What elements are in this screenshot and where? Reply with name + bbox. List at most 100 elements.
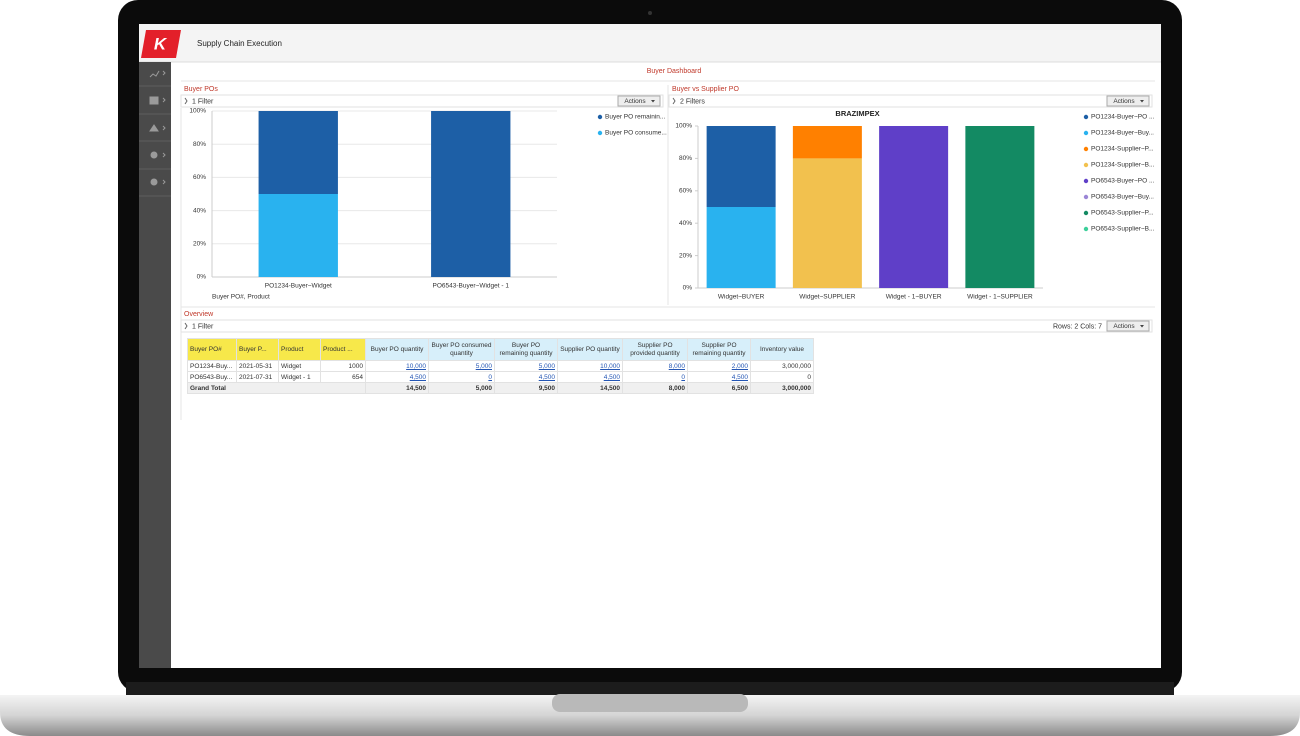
bar-segment[interactable] xyxy=(258,111,338,194)
legend-marker xyxy=(1083,210,1089,216)
cell: 654 xyxy=(320,371,366,383)
bar-segment[interactable] xyxy=(431,111,511,277)
cell: 0 xyxy=(428,371,495,383)
x-tick-label: Widget - 1~SUPPLIER xyxy=(967,294,1033,301)
filter-label[interactable]: 1 Filter xyxy=(192,323,214,330)
legend-label[interactable]: PO1234-Buyer~PO ... xyxy=(1091,114,1155,121)
legend-label[interactable]: PO1234-Supplier~P... xyxy=(1091,146,1154,153)
y-tick-label: 40% xyxy=(679,220,692,227)
notch xyxy=(552,694,748,712)
legend-label[interactable]: PO6543-Supplier~P... xyxy=(1091,210,1154,217)
data-row: PO1234-Buy... 2021-05-31 Widget 1000 10,000 5… xyxy=(187,360,814,372)
column-header: Buyer PO# xyxy=(187,338,237,361)
y-tick-label: 20% xyxy=(679,252,692,259)
cell: 0 xyxy=(750,371,814,383)
legend-marker xyxy=(1083,194,1089,200)
y-tick-label: 0% xyxy=(683,285,693,292)
actions-button[interactable] xyxy=(1106,95,1150,107)
expand-icon[interactable] xyxy=(672,97,676,105)
cell: 5,000 xyxy=(428,360,495,372)
sidebar-icons[interactable] xyxy=(149,70,166,186)
legend-label[interactable]: PO1234-Supplier~B... xyxy=(1091,162,1155,169)
column-header: Product xyxy=(278,338,321,361)
y-tick-label: 100% xyxy=(675,123,692,130)
bar-segment[interactable] xyxy=(792,158,862,288)
cell: Widget - 1 xyxy=(278,371,321,383)
bar-segment[interactable] xyxy=(706,126,776,207)
legend-label[interactable]: PO6543-Supplier~B... xyxy=(1091,226,1155,233)
x-tick-label: PO1234-Buyer~Widget xyxy=(265,283,332,290)
filter-label[interactable]: 2 Filters xyxy=(680,98,705,105)
dropdown-icon xyxy=(1140,100,1144,103)
actions-button[interactable] xyxy=(617,95,661,107)
cell: 2021-07-31 xyxy=(236,371,279,383)
column-header: Buyer PO quantity xyxy=(365,338,429,361)
legend-label[interactable]: PO6543-Buyer~Buy... xyxy=(1091,194,1154,201)
total-cell: 3,000,000 xyxy=(750,382,814,394)
cell: 2021-05-31 xyxy=(236,360,279,372)
total-label: Grand Total xyxy=(187,382,366,394)
panel-title: Buyer POs xyxy=(184,86,218,93)
cell: 4,500 xyxy=(557,371,623,383)
cell: 10,000 xyxy=(557,360,623,372)
sidebar xyxy=(139,62,171,668)
column-header: Buyer P... xyxy=(236,338,279,361)
y-tick-label: 60% xyxy=(193,174,206,181)
bar-segment[interactable] xyxy=(965,126,1035,288)
actions-label[interactable]: Actions xyxy=(1113,98,1135,105)
expand-icon[interactable] xyxy=(184,97,188,105)
filter-label[interactable]: 1 Filter xyxy=(192,98,214,105)
bar-segment[interactable] xyxy=(792,126,862,159)
y-tick-label: 60% xyxy=(679,188,692,195)
x-tick-label: Widget~BUYER xyxy=(718,294,765,301)
legend-marker xyxy=(1083,226,1089,232)
total-cell: 14,500 xyxy=(365,382,429,394)
section-title: Overview xyxy=(184,311,214,318)
base xyxy=(0,695,1300,736)
bar-segment[interactable] xyxy=(258,194,338,277)
panel-title: Buyer vs Supplier PO xyxy=(672,86,739,93)
filter-bar xyxy=(180,94,664,108)
y-tick-label: 80% xyxy=(193,141,206,148)
legend-label[interactable]: PO1234-Buyer~Buy... xyxy=(1091,130,1154,137)
dropdown-icon xyxy=(1140,325,1144,328)
legend-marker xyxy=(1083,114,1089,120)
expand-icon[interactable] xyxy=(184,322,188,330)
cell: 3,000,000 xyxy=(750,360,814,372)
bar-segment[interactable] xyxy=(879,126,949,288)
x-tick-label: Widget~SUPPLIER xyxy=(799,294,855,301)
header-row: Buyer PO# Buyer P... Product Product ... Buy… xyxy=(187,338,814,361)
bar-segment[interactable] xyxy=(706,207,776,288)
cell: 10,000 xyxy=(365,360,429,372)
camera xyxy=(648,11,652,15)
column-header: Buyer PO remaining quantity xyxy=(494,338,558,361)
legend-marker xyxy=(1083,162,1089,168)
total-cell: 6,500 xyxy=(687,382,751,394)
x-tick-label: Widget - 1~BUYER xyxy=(886,294,942,301)
legend-marker xyxy=(597,114,603,120)
y-tick-label: 20% xyxy=(193,241,206,248)
app-title: Supply Chain Execution xyxy=(197,39,282,48)
hinge xyxy=(126,682,1174,696)
filter-bar xyxy=(668,94,1153,108)
legend-label[interactable]: Buyer PO consume... xyxy=(605,130,667,137)
logo: K xyxy=(154,34,168,53)
legend-label[interactable]: PO6543-Buyer~PO ... xyxy=(1091,178,1155,185)
dashboard-title: Buyer Dashboard xyxy=(647,68,702,75)
dropdown-icon xyxy=(651,100,655,103)
legend-marker xyxy=(1083,130,1089,136)
column-header: Supplier PO provided quantity xyxy=(622,338,688,361)
actions-button[interactable] xyxy=(1106,320,1150,332)
legend-label[interactable]: Buyer PO remainin... xyxy=(605,114,666,121)
actions-label[interactable]: Actions xyxy=(1113,323,1135,330)
cell: 0 xyxy=(622,371,688,383)
data-row: PO6543-Buy... 2021-07-31 Widget - 1 654 4,50… xyxy=(187,371,814,383)
y-tick-label: 0% xyxy=(197,274,207,281)
total-row: Grand Total 14,500 5,000 9,500 14,500 8,000 6,… xyxy=(187,382,814,394)
x-axis-title: Buyer PO#, Product xyxy=(212,294,270,301)
actions-label[interactable]: Actions xyxy=(624,98,646,105)
cell: 1000 xyxy=(320,360,366,372)
sidebar-separators xyxy=(139,85,171,197)
cell: 5,000 xyxy=(494,360,558,372)
